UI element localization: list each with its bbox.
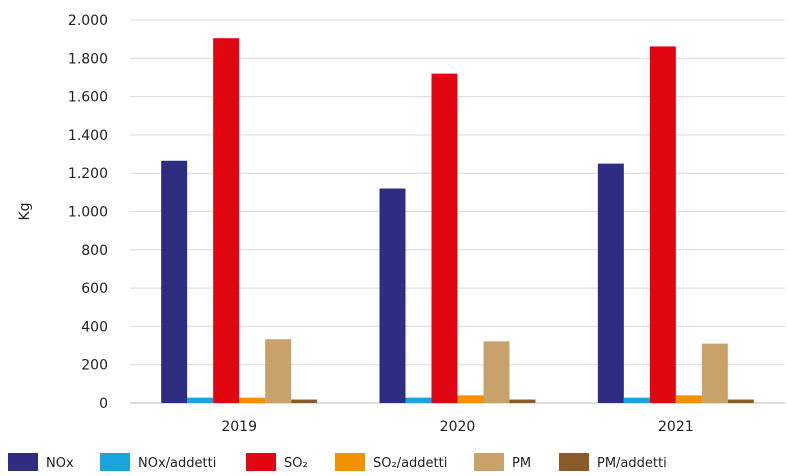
legend-swatch [246,453,276,471]
legend-swatch [559,453,589,471]
bar [291,399,318,403]
y-tick-label: 1.400 [68,128,108,144]
bar [161,160,188,403]
y-tick-label: 200 [81,358,108,374]
x-tick-label: 2019 [221,419,257,435]
bars [161,38,754,404]
bar [483,341,510,403]
y-tick-label: 1.000 [68,205,108,221]
y-tick-label: 2.000 [68,13,108,29]
legend-swatch [100,453,130,471]
y-axis-label: Kg [17,202,33,220]
y-tick-label: 1.200 [68,166,108,182]
bar [239,397,266,403]
bar [379,188,406,403]
y-tick-label: 600 [81,281,108,297]
bar [675,395,702,403]
legend-label: PM [512,456,531,471]
y-tick-label: 1.800 [68,51,108,67]
legend-label: SO₂ [284,456,308,471]
bar [405,397,432,403]
bar [597,163,624,403]
bar [727,399,754,403]
legend: NOx NOx/addetti SO₂ SO₂/addetti PM PM/addetti [8,453,667,471]
x-tick-label: 2020 [440,419,476,435]
bar [265,339,292,403]
bar [457,395,484,403]
x-tick-label: 2021 [658,419,694,435]
legend-swatch [335,453,365,471]
bar [649,46,676,403]
legend-label: PM/addetti [597,456,667,471]
bar [431,73,458,404]
legend-label: SO₂/addetti [373,456,447,471]
bar [701,343,728,403]
bar [187,397,214,403]
y-tick-label: 800 [81,243,108,259]
bar [623,397,650,403]
bar [509,399,536,403]
legend-swatch [474,453,504,471]
y-tick-label: 400 [81,319,108,335]
legend-swatch [8,453,38,471]
y-tick-label: 1.600 [68,90,108,106]
legend-label: NOx [46,456,74,471]
bar [213,38,240,403]
axes: Kg 0 200 400 600 800 1.000 1.200 1.400 1.600 1.80… [17,13,694,435]
legend-label: NOx/addetti [138,456,216,471]
y-tick-label: 0 [99,396,108,412]
